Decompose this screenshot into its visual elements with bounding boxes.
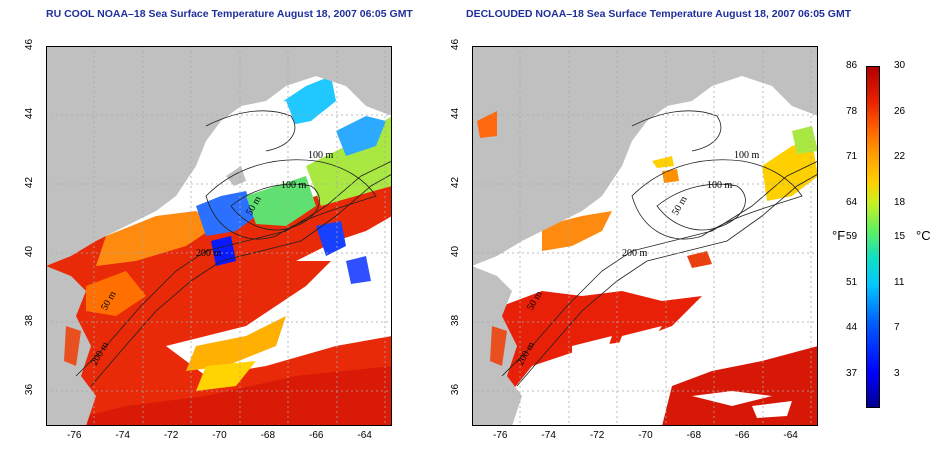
- fahrenheit-tick-label: 78: [846, 105, 858, 117]
- longitude-tick-label: -76: [493, 430, 508, 441]
- latitude-tick-label: 42: [24, 177, 36, 189]
- left-panel-title: RU COOL NOAA–18 Sea Surface Temperature …: [46, 8, 413, 20]
- celsius-tick-label: 7: [894, 322, 900, 334]
- latitude-tick-label: 42: [450, 177, 462, 189]
- longitude-tick-label: -72: [589, 430, 605, 441]
- longitude-tick-label: -70: [212, 430, 227, 441]
- celsius-tick-label: 11: [894, 276, 905, 288]
- fahrenheit-tick-label: 37: [846, 367, 858, 379]
- longitude-tick-label: -66: [308, 430, 324, 441]
- contour-label: 100 m: [707, 180, 733, 191]
- celsius-tick-label: 26: [894, 105, 906, 117]
- longitude-tick-label: -66: [734, 430, 750, 441]
- raw-sst-map-graphic: 100 m 100 m 50 m 200 m 50 m 200 m: [46, 46, 392, 426]
- fahrenheit-tick-label: 64: [846, 196, 858, 208]
- longitude-tick-label: -74: [541, 430, 556, 441]
- latitude-tick-label: 40: [24, 246, 36, 258]
- declouded-sst-map-graphic: 100 m 100 m 50 m 200 m 50 m 200 m: [472, 46, 818, 426]
- longitude-tick-label: -72: [163, 430, 179, 441]
- declouded-sst-map: 100 m 100 m 50 m 200 m 50 m 200 m: [472, 46, 818, 426]
- longitude-tick-label: -68: [260, 430, 276, 441]
- celsius-tick-label: 15: [894, 231, 906, 242]
- raw-sst-map: 100 m 100 m 50 m 200 m 50 m 200 m: [46, 46, 392, 426]
- longitude-tick-label: -70: [638, 430, 653, 441]
- latitude-tick-label: 38: [24, 315, 36, 327]
- latitude-tick-label: 36: [24, 384, 36, 396]
- contour-label: 100 m: [308, 150, 334, 161]
- latitude-tick-label: 40: [450, 246, 462, 258]
- fahrenheit-tick-label: 59: [846, 231, 858, 242]
- celsius-unit-label: °C: [916, 228, 931, 243]
- longitude-tick-label: -76: [67, 430, 82, 441]
- fahrenheit-tick-label: 44: [846, 322, 858, 334]
- fahrenheit-unit-label: °F: [832, 228, 846, 243]
- fahrenheit-tick-label: 51: [846, 276, 858, 288]
- latitude-tick-label: 46: [450, 38, 462, 51]
- latitude-tick-label: 38: [450, 315, 462, 327]
- longitude-tick-label: -64: [783, 430, 798, 441]
- longitude-tick-label: -68: [686, 430, 702, 441]
- right-panel-title: DECLOUDED NOAA–18 Sea Surface Temperatur…: [466, 8, 852, 20]
- celsius-tick-label: 22: [894, 151, 906, 163]
- contour-label: 200 m: [196, 248, 222, 259]
- contour-label: 200 m: [622, 248, 648, 259]
- longitude-tick-label: -64: [357, 430, 372, 441]
- latitude-tick-label: 44: [450, 108, 462, 120]
- latitude-tick-label: 36: [450, 384, 462, 396]
- latitude-tick-label: 44: [24, 108, 36, 120]
- celsius-tick-label: 18: [894, 196, 906, 208]
- fahrenheit-tick-label: 86: [846, 60, 858, 71]
- latitude-tick-label: 46: [24, 38, 36, 51]
- contour-label: 100 m: [734, 150, 760, 161]
- contour-label: 100 m: [281, 180, 307, 191]
- fahrenheit-tick-label: 71: [846, 151, 858, 163]
- longitude-tick-label: -74: [115, 430, 130, 441]
- celsius-tick-label: 30: [894, 60, 906, 71]
- temperature-colorbar: [866, 66, 880, 408]
- celsius-tick-label: 3: [894, 367, 900, 379]
